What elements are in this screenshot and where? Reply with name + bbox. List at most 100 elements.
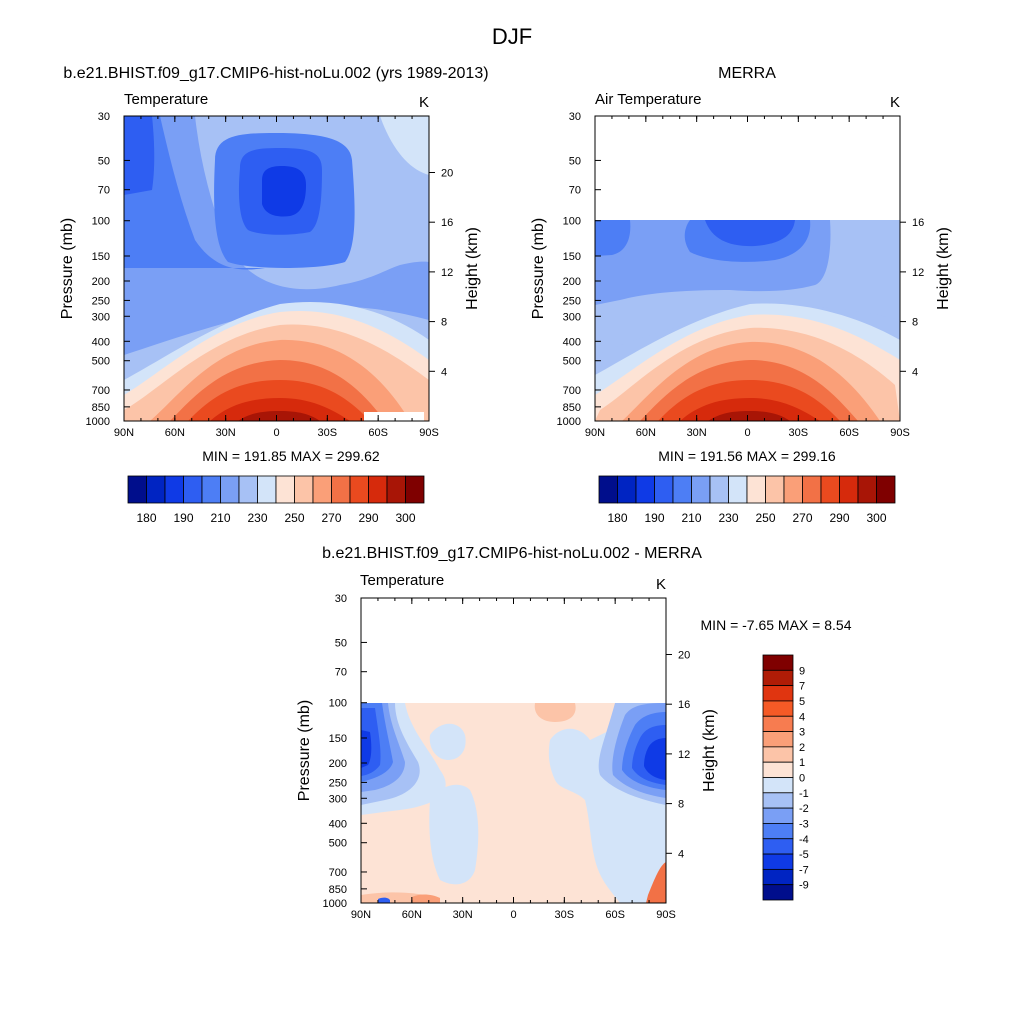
panel-diff: b.e21.BHIST.f09_g17.CMIP6-hist-noLu.002 … [296,545,852,921]
colorbar-label: 290 [358,511,378,525]
colorbar: 180 190 210 230 250 270 290 300 [598,475,896,525]
colorbar-swatch [220,475,240,504]
colorbar-swatch [312,475,332,504]
axes: 90N 60N 30N 0 30S 60S 90S 30 50 70 100 150 200 250 300… [530,111,952,439]
contour-field [595,220,900,421]
colorbar-label: 250 [755,511,775,525]
contour-band [708,411,790,421]
colorbar-label: -1 [799,788,809,800]
colorbar-swatch [876,475,896,504]
colorbar-label: -3 [799,818,809,830]
contour-field [124,116,429,421]
colorbar-swatch [762,685,794,702]
y-tick-label: 500 [329,838,347,850]
y-tick-label: 50 [335,637,347,649]
colorbar-swatch [762,777,794,794]
y-tick-label: 100 [92,216,110,228]
contour-band [412,894,440,903]
colorbar-swatch [762,731,794,748]
y2-tick-label: 16 [912,217,924,229]
contour-band [124,116,155,195]
colorbar-swatch [146,475,166,504]
contour-band [380,265,429,321]
contour-band [124,116,265,270]
y-tick-label: 1000 [86,416,110,428]
y-tick-label: 50 [569,155,581,167]
y2-tick-label: 16 [678,699,690,711]
colorbar-label: 9 [799,665,805,677]
x-tick-label: 60N [636,427,656,439]
colorbar-swatch [762,700,794,717]
y-tick-label: 200 [329,758,347,770]
y-tick-label: 150 [92,251,110,263]
x-tick-label: 60S [605,909,625,921]
x-tick-label: 90N [585,427,605,439]
y-tick-label: 700 [329,867,347,879]
colorbar-swatch [405,475,425,504]
axes: 90N 60N 30N 0 30S 60S 90S 30 50 70 100 150 200 250 300… [59,111,481,439]
colorbar-label: 250 [284,511,304,525]
colorbar-label: -7 [799,864,809,876]
y-tick-label: 70 [569,185,581,197]
colorbar-swatch [598,475,618,504]
colorbar-label: 270 [792,511,812,525]
y-axis-label: Pressure (mb) [530,218,547,319]
x-tick-label: 30S [555,909,575,921]
y-tick-label: 30 [335,593,347,605]
contour-band [361,730,372,768]
colorbar-swatch [820,475,840,504]
contour-band [238,411,320,421]
colorbar-swatch [762,807,794,824]
y2-axis-label: Height (km) [464,227,481,310]
colorbar-swatch [762,868,794,886]
y-tick-label: 100 [563,216,581,228]
contour-band [378,897,390,903]
colorbar-label: 210 [681,511,701,525]
colorbar-swatch [762,669,794,687]
y-tick-label: 1000 [557,416,581,428]
min-max-readout: MIN = 191.85 MAX = 299.62 [202,448,380,464]
y-tick-label: 700 [92,385,110,397]
colorbar-label: 0 [799,773,805,785]
y-tick-label: 200 [563,276,581,288]
contour-band [429,784,479,885]
panel-units-label: K [656,576,666,593]
colorbar-swatch [762,838,794,855]
contour-band [680,398,820,421]
contour-band [705,220,795,247]
y-axis-label: Pressure (mb) [296,700,313,801]
y-tick-label: 70 [98,185,110,197]
colorbar-swatch [746,475,766,504]
y-tick-label: 250 [329,777,347,789]
colorbar-swatch [201,475,221,504]
y2-tick-label: 4 [912,366,918,378]
colorbar-label: -4 [799,834,809,846]
y-tick-label: 300 [329,793,347,805]
x-tick-label: 60S [368,427,388,439]
colorbar-label: 7 [799,681,805,693]
y-tick-label: 150 [329,733,347,745]
colorbar-swatch [183,475,203,504]
y-tick-label: 70 [335,667,347,679]
colorbar-label: 190 [173,511,193,525]
contour-band [644,738,666,780]
colorbar-label: 5 [799,696,805,708]
colorbar-label: 300 [395,511,415,525]
axes: 90N 60N 30N 0 30S 60S 90S 30 50 70 100 150 200 250 300… [296,593,718,921]
colorbar-label: -9 [799,880,809,892]
panel-title: b.e21.BHIST.f09_g17.CMIP6-hist-noLu.002 … [322,545,702,562]
colorbar-swatch [762,884,794,901]
colorbar-swatch [709,475,729,504]
colorbar-swatch [368,475,388,504]
x-tick-label: 90S [890,427,910,439]
contour-band [534,703,576,722]
x-tick-label: 90S [419,427,439,439]
y2-tick-label: 8 [678,799,684,811]
y-tick-label: 500 [92,356,110,368]
colorbar-swatch [164,475,184,504]
contour-band [380,116,429,175]
colorbar-swatch [294,475,314,504]
colorbar-label: 230 [247,511,267,525]
y2-tick-label: 12 [678,749,690,761]
colorbar-swatch [762,853,794,870]
